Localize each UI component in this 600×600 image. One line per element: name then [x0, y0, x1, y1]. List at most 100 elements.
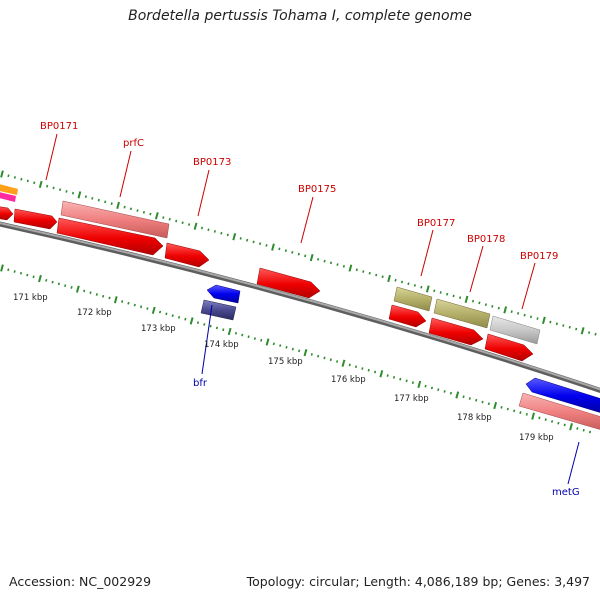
gene-label-bp0171[interactable]: BP0171: [40, 121, 78, 132]
minor-tick: [449, 391, 452, 395]
minor-tick: [32, 275, 35, 279]
minor-tick: [386, 374, 389, 377]
major-tick: [455, 391, 460, 399]
gene-label-prfc[interactable]: prfC: [123, 138, 144, 149]
gene-metg-arrow[interactable]: [525, 377, 600, 414]
minor-tick: [392, 375, 396, 379]
minor-tick: [65, 190, 68, 193]
gene-bp0179-box[interactable]: [489, 315, 541, 345]
gene-label-bp0179[interactable]: BP0179: [520, 251, 558, 262]
minor-tick: [95, 293, 98, 296]
kbp-label: 174 kbp: [204, 340, 239, 350]
major-tick: [38, 274, 42, 283]
gene-bp0177-box[interactable]: [393, 286, 433, 312]
kbp-label: 179 kbp: [519, 433, 554, 443]
gene-bfr-arrow[interactable]: [206, 284, 241, 304]
gene-label-bp0175[interactable]: BP0175: [298, 184, 336, 195]
genome-backbone: [0, 221, 600, 393]
gene-edge-arrow[interactable]: [0, 206, 14, 221]
minor-tick: [562, 324, 565, 327]
minor-tick: [91, 196, 94, 200]
major-tick: [75, 285, 80, 293]
major-tick: [189, 317, 194, 325]
minor-tick: [108, 296, 111, 300]
minor-tick: [259, 242, 262, 246]
minor-tick: [121, 300, 124, 303]
lower-gene-labels: bfr metG: [193, 378, 580, 498]
gene-bp0175-arrow[interactable]: [256, 267, 321, 299]
gene-bp0173-arrow[interactable]: [164, 242, 210, 268]
minor-tick: [83, 289, 86, 293]
minor-tick: [407, 282, 410, 286]
minor-tick: [437, 388, 440, 392]
minor-tick: [506, 407, 509, 411]
minor-tick: [89, 291, 92, 295]
minor-tick: [368, 271, 371, 275]
minor-tick: [102, 294, 105, 298]
gene-label-bp0178[interactable]: BP0178: [467, 234, 505, 245]
minor-tick: [400, 280, 404, 284]
lower-tick-track: [0, 264, 592, 434]
minor-tick: [158, 310, 162, 314]
major-tick: [387, 274, 391, 283]
upper-gene-labels: BP0171 prfC BP0173 BP0175 BP0177 BP0178 …: [40, 121, 558, 262]
minor-tick: [525, 412, 528, 416]
minor-tick: [146, 307, 149, 310]
minor-tick: [133, 303, 136, 307]
gene-label-bp0173[interactable]: BP0173: [193, 157, 231, 168]
major-tick: [464, 295, 469, 304]
minor-tick: [471, 299, 475, 303]
minor-tick: [64, 284, 67, 288]
minor-tick: [71, 191, 75, 195]
minor-tick: [188, 223, 191, 226]
gene-bp0178-box[interactable]: [433, 298, 491, 329]
minor-tick: [278, 247, 281, 251]
minor-tick: [399, 377, 402, 381]
major-tick: [341, 359, 346, 367]
accession-label: Accession: NC_002929: [9, 574, 152, 589]
minor-tick: [33, 181, 36, 185]
minor-tick: [336, 263, 339, 266]
minor-tick: [491, 304, 494, 308]
gene-prfc-arrow[interactable]: [56, 217, 164, 256]
minor-tick: [381, 275, 384, 279]
minor-tick: [220, 231, 223, 235]
major-tick: [569, 423, 573, 431]
minor-tick: [123, 205, 126, 209]
minor-tick: [241, 333, 244, 337]
minor-tick: [207, 228, 210, 232]
gene-bfr-box[interactable]: [200, 299, 237, 321]
minor-tick: [260, 338, 263, 342]
minor-tick: [279, 344, 282, 347]
minor-tick: [329, 261, 333, 265]
minor-tick: [413, 284, 416, 287]
major-tick: [151, 306, 156, 314]
minor-tick: [582, 428, 585, 432]
gene-bp0171-arrow[interactable]: [13, 208, 58, 230]
minor-tick: [234, 331, 238, 335]
gene-bp0177-arrow[interactable]: [388, 304, 427, 328]
kbp-label: 176 kbp: [331, 375, 366, 385]
minor-tick: [285, 345, 288, 349]
gene-metg-box[interactable]: [518, 392, 600, 431]
major-tick: [232, 233, 237, 241]
minor-tick: [253, 337, 256, 340]
major-tick: [116, 201, 120, 209]
minor-tick: [209, 324, 212, 328]
gene-label-metg[interactable]: metG: [552, 487, 580, 498]
minor-tick: [298, 349, 301, 353]
gene-bp0178-arrow[interactable]: [428, 317, 484, 346]
minor-tick: [317, 257, 320, 261]
minor-tick: [246, 238, 249, 242]
label-leader-lines: [45, 133, 580, 485]
minor-tick: [329, 358, 332, 362]
gene-bp0179-arrow[interactable]: [484, 333, 534, 362]
gene-label-bp0177[interactable]: BP0177: [417, 218, 455, 229]
gene-label-bfr[interactable]: bfr: [193, 378, 208, 389]
gene-prfc-box[interactable]: [60, 200, 170, 239]
major-tick: [77, 191, 82, 199]
minor-tick: [497, 306, 500, 310]
minor-tick: [110, 202, 113, 206]
major-tick: [580, 327, 585, 335]
